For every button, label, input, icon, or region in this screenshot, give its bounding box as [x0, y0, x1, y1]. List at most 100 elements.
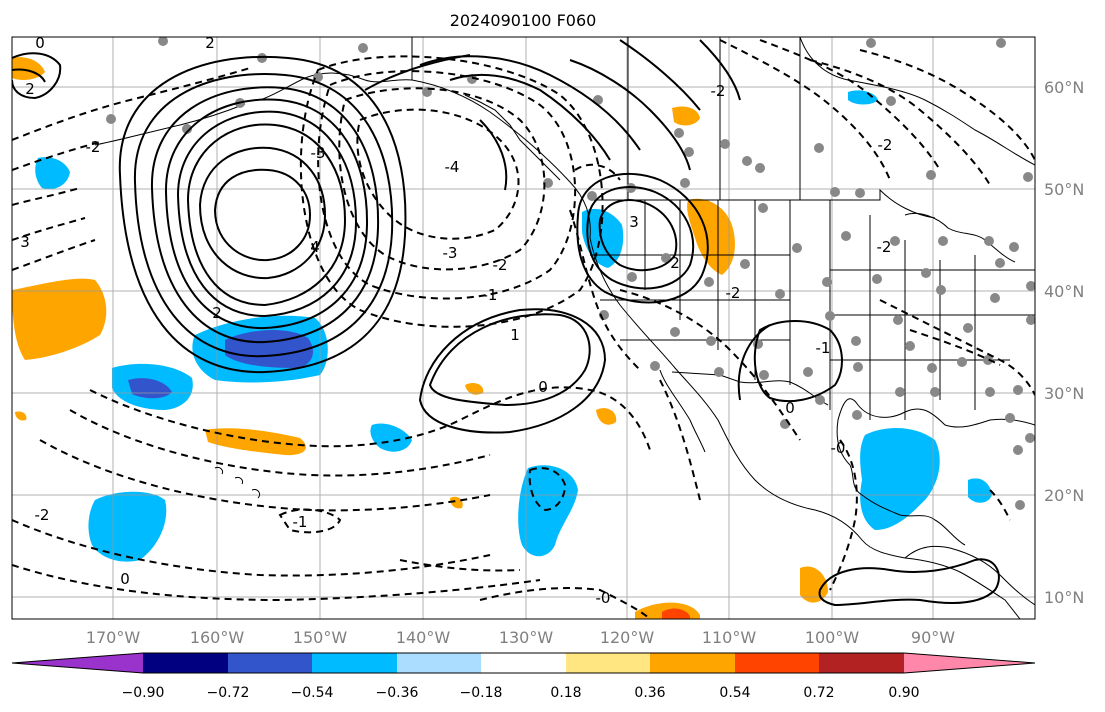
contour-label: -2	[877, 238, 892, 256]
contour-label: -4	[445, 158, 460, 176]
contour-label: 1	[510, 326, 520, 344]
lat-label: 20°N	[1044, 486, 1084, 505]
colorbar-tick-labels: −0.90 −0.72 −0.54 −0.36 −0.18 0.18 0.36 …	[122, 685, 920, 701]
contour-labels: 0 2 -2 3 4 2 -3 -4 -3 -2 -1 1 0 3 2 -2 -…	[20, 34, 893, 607]
contour-label: -0	[596, 589, 611, 607]
map-panel: 0 2 -2 3 4 2 -3 -4 -3 -2 -1 1 0 3 2 -2 -…	[12, 34, 1035, 619]
lat-label: 60°N	[1044, 78, 1084, 97]
contour-label: 2	[25, 80, 35, 98]
red-core-south	[662, 608, 690, 619]
blue-region-hawaii-south	[88, 491, 167, 562]
lat-label: 40°N	[1044, 282, 1084, 301]
lon-label: 150°W	[293, 628, 348, 647]
colorbar-segment	[650, 653, 735, 673]
blue-region-gulf	[860, 428, 940, 530]
contour-label: -3	[443, 244, 458, 262]
station-dots	[106, 37, 1035, 510]
blue-region-northwest	[35, 157, 70, 190]
latitude-labels: 60°N 50°N 40°N 30°N 20°N 10°N	[1044, 78, 1084, 607]
contour-label: -1	[293, 513, 308, 531]
colorbar-segment	[143, 653, 228, 673]
colorbar-segment	[12, 653, 143, 673]
contour-label: -2	[878, 136, 893, 154]
lon-label: 140°W	[396, 628, 451, 647]
orange-region-small-3	[450, 496, 463, 509]
contour-label: -1	[816, 339, 831, 357]
colorbar-segments	[11, 652, 1036, 674]
state-borders-west	[590, 200, 791, 385]
colorbar-tick-label: 0.18	[550, 685, 581, 701]
contour-label: 4	[310, 238, 320, 256]
blue-region-east-pacific	[518, 465, 578, 557]
colorbar-tick-label: 0.36	[634, 685, 665, 701]
contour-label: -0	[831, 439, 846, 457]
contour-label: -1	[483, 286, 498, 304]
dashed-contours	[12, 39, 1035, 619]
orange-region-canada	[672, 106, 700, 126]
shaded-regions	[12, 57, 992, 619]
blue-region-small-central	[370, 423, 412, 452]
lat-label: 50°N	[1044, 180, 1084, 199]
contour-label: 2	[670, 254, 680, 272]
hudson-bay	[799, 37, 1035, 166]
contour-label: 3	[629, 213, 639, 231]
gulf-coast	[836, 398, 1035, 546]
contour-label: -2	[35, 506, 50, 524]
colorbar-tick-label: −0.54	[291, 685, 334, 701]
contour-label: 0	[120, 570, 130, 588]
colorbar-segment	[481, 653, 566, 673]
colorbar-segment	[228, 653, 312, 673]
contour-label: 2	[212, 304, 222, 322]
great-lakes	[904, 213, 1016, 263]
us-canada-border	[590, 188, 936, 219]
contour-label: 0	[538, 378, 548, 396]
lon-label: 130°W	[499, 628, 554, 647]
coastlines	[94, 37, 1035, 619]
solid-contours	[12, 39, 1000, 607]
colorbar-tick-label: 0.90	[888, 685, 919, 701]
lon-label: 100°W	[805, 628, 860, 647]
contour-label: 0	[35, 34, 45, 52]
colorbar-tick-label: −0.36	[376, 685, 419, 701]
contour-label: -2	[726, 284, 741, 302]
orange-region-mexico	[800, 566, 828, 603]
longitude-labels: 170°W 160°W 150°W 140°W 130°W 120°W 110°…	[86, 628, 955, 647]
colorbar-tick-label: 0.72	[803, 685, 834, 701]
blue-region-oregon	[582, 208, 624, 268]
colorbar-tick-label: −0.90	[122, 685, 165, 701]
lon-label: 160°W	[190, 628, 245, 647]
orange-region-small-1	[465, 382, 484, 395]
lon-label: 90°W	[911, 628, 955, 647]
colorbar-segment	[566, 653, 650, 673]
colorbar-segment	[312, 653, 397, 673]
colorbar-segment	[735, 653, 819, 673]
hawaii-islands	[214, 467, 261, 499]
orange-region-west	[12, 278, 107, 360]
north-america-coast	[411, 37, 1021, 619]
colorbar-tick-label: −0.18	[460, 685, 503, 701]
lon-label: 110°W	[702, 628, 757, 647]
contour-label: -2	[493, 256, 508, 274]
colorbar-outline	[11, 652, 1036, 674]
orange-region-small-2	[596, 408, 617, 425]
contour-label: -2	[711, 82, 726, 100]
figure-title: 2024090100 F060	[450, 11, 597, 30]
blue-region-caribbean	[968, 478, 992, 503]
canada-provinces	[627, 37, 801, 200]
colorbar-segment	[819, 653, 904, 673]
colorbar-tick-label: −0.72	[207, 685, 250, 701]
state-borders-east	[829, 200, 1035, 420]
orange-region-small-4	[15, 411, 27, 421]
central-america	[904, 545, 1035, 606]
alaska-coast	[259, 72, 413, 101]
lon-label: 120°W	[600, 628, 655, 647]
baja-california	[659, 369, 706, 453]
aleutian-chain	[94, 103, 246, 146]
map-frame	[11, 36, 1036, 620]
lon-label: 170°W	[86, 628, 141, 647]
colorbar: −0.90 −0.72 −0.54 −0.36 −0.18 0.18 0.36 …	[11, 652, 1036, 701]
contour-label: 3	[20, 233, 30, 251]
contour-label: -3	[311, 144, 326, 162]
lat-label: 10°N	[1044, 588, 1084, 607]
